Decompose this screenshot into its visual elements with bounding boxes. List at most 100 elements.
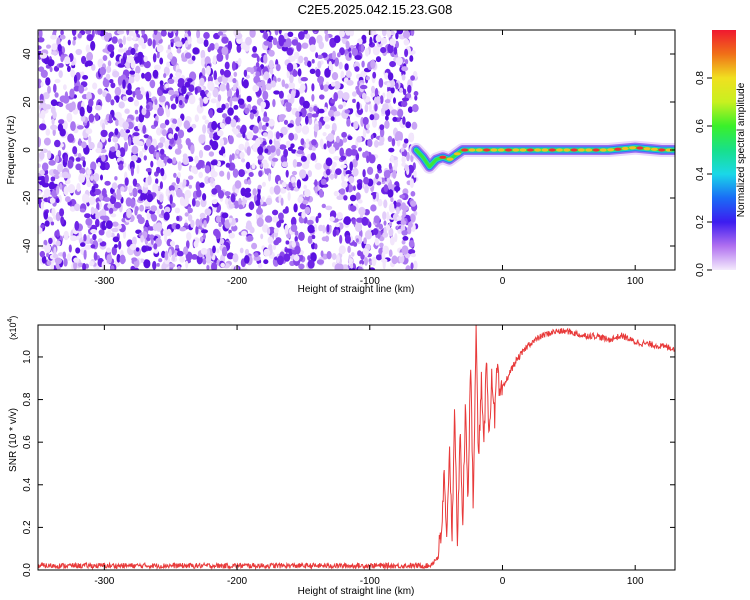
noise-cell [290,55,294,61]
noise-cell [196,162,202,170]
noise-cell [307,170,312,178]
noise-cell [342,137,348,143]
noise-cell [250,67,255,75]
noise-cell [263,248,271,257]
noise-cell [306,219,314,225]
noise-cell [161,129,167,137]
noise-cell [85,44,91,53]
noise-cell [43,210,49,220]
noise-cell [406,92,412,99]
noise-cell [278,34,285,44]
noise-cell [372,71,377,79]
noise-cell [393,46,398,55]
noise-cell [410,253,417,258]
noise-cell [233,71,238,77]
noise-cell [194,200,201,208]
noise-cell [138,37,145,46]
noise-cell [245,212,252,217]
noise-cell [364,248,369,258]
noise-cell [75,157,81,162]
noise-cell [76,182,81,192]
noise-cell [291,69,298,77]
x-tick-label: 0 [500,576,506,587]
noise-cell [39,123,47,131]
noise-cell [57,163,64,173]
noise-cell [59,183,63,190]
noise-cell [296,150,304,155]
noise-cell [46,44,51,49]
noise-cell [257,184,262,190]
noise-cell [350,263,354,269]
noise-cell [236,44,242,53]
noise-cell [369,36,373,46]
noise-cell [53,83,57,93]
noise-cell [390,196,394,203]
noise-cell [110,146,116,153]
noise-cell [90,229,97,234]
noise-cell [293,203,298,213]
noise-cell [195,181,201,192]
y-tick-label: 0.6 [22,435,33,449]
noise-cell [133,99,140,107]
noise-cell [335,168,342,176]
noise-cell [92,82,98,90]
noise-cell [298,31,305,40]
noise-cell [41,162,49,171]
noise-cell [177,117,183,128]
noise-cell [241,230,248,237]
noise-cell [99,215,106,220]
noise-cell [303,184,308,190]
noise-cell [348,258,354,263]
noise-cell [401,97,410,102]
noise-cell [255,71,261,78]
noise-cell [148,144,155,155]
noise-cell [290,224,298,233]
noise-cell [110,265,115,270]
noise-cell [393,97,396,104]
noise-cell [389,61,396,68]
noise-cell [101,188,107,197]
noise-cell [114,176,118,181]
noise-cell [268,59,274,69]
noise-cell [105,220,113,230]
noise-cell [336,90,344,99]
noise-cell [342,92,350,101]
noise-cell [277,77,281,82]
noise-cell [74,203,81,212]
noise-cell [159,136,166,143]
noise-cell [62,251,67,260]
noise-cell [221,103,226,111]
noise-cell [338,104,344,110]
noise-cell [244,255,250,264]
noise-cell [238,204,244,210]
noise-cell [313,105,318,112]
noise-cell [224,61,230,70]
noise-cell [261,124,267,131]
noise-cell [199,182,205,188]
noise-cell [40,69,48,78]
signal-peak [512,148,520,152]
noise-cell [139,204,145,212]
noise-cell [53,169,57,175]
noise-cell [295,110,300,118]
noise-cell [397,108,404,118]
noise-cell [390,87,395,94]
noise-cell [369,114,375,121]
noise-cell [292,159,298,168]
noise-cell [67,184,76,194]
noise-cell [48,159,56,166]
noise-cell [134,56,141,63]
noise-cell [286,70,290,79]
noise-cell [262,116,270,123]
noise-cell [339,30,345,38]
noise-cell [119,147,126,158]
noise-cell [301,210,306,219]
noise-cell [135,65,141,75]
noise-cell [278,219,284,224]
noise-cell [148,226,155,231]
noise-cell [199,97,204,108]
noise-cell [110,99,115,106]
noise-cell [272,209,279,216]
noise-cell [44,220,50,227]
noise-cell [155,178,159,185]
